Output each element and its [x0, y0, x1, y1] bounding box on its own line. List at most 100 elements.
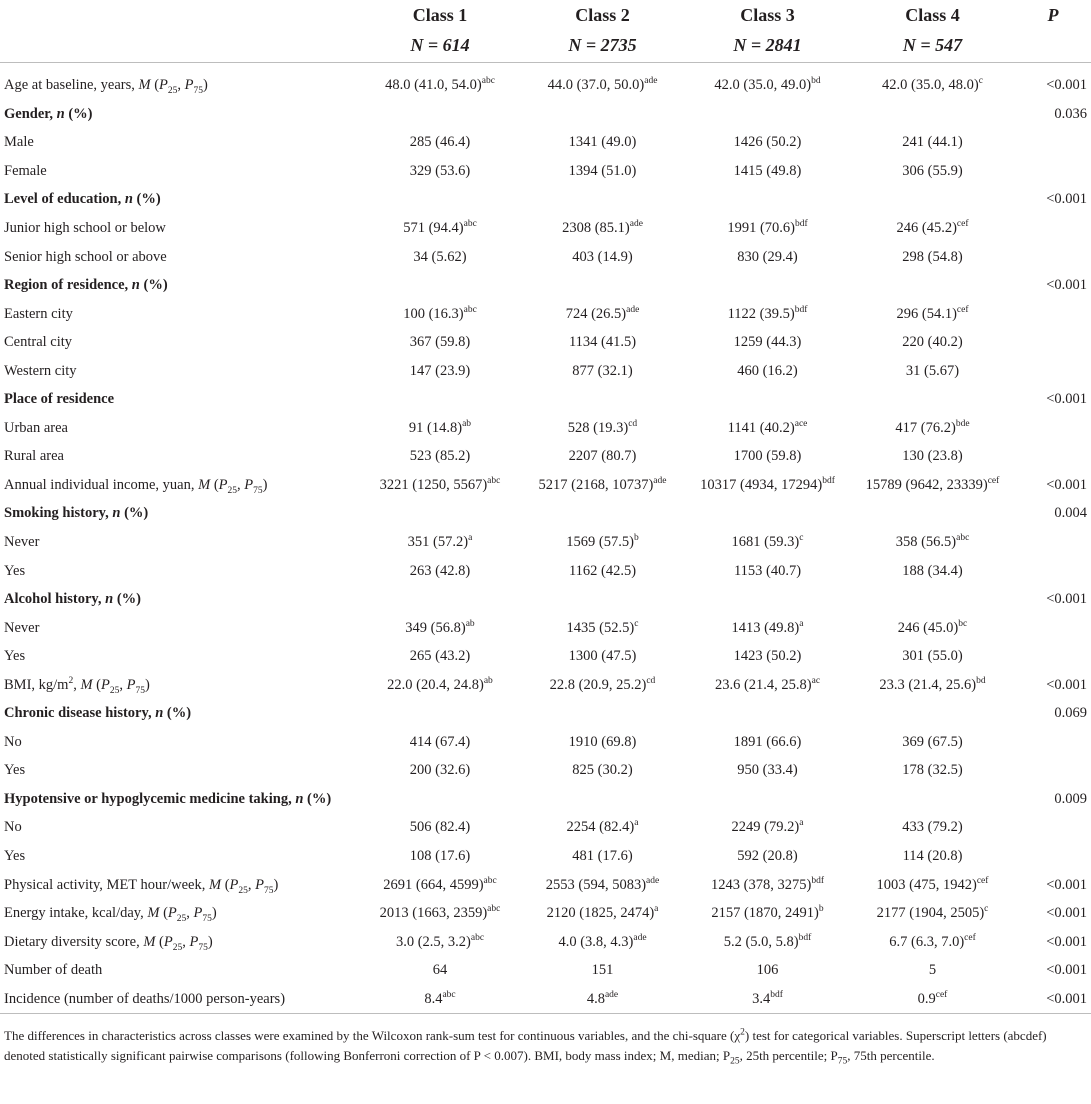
table-body: Age at baseline, years, M (P25, P75) 48.0… [0, 63, 1091, 1014]
row-label: Gender, n (%) [4, 105, 93, 122]
cell-value: 460 (16.2) [737, 362, 798, 379]
cell-class-2: 44.0 (37.0, 50.0)ade [520, 63, 685, 100]
cell-p-value [1015, 442, 1091, 471]
row-label: No [4, 819, 22, 836]
cell-class-3: 1891 (66.6) [685, 728, 850, 757]
cell-value: 433 (79.2) [902, 819, 963, 836]
table-row: Junior high school or below 571 (94.4)abc… [0, 214, 1091, 243]
cell-class-3 [685, 385, 850, 414]
cell-value: 48.0 (41.0, 54.0) [385, 77, 482, 94]
cell-p-value [1015, 842, 1091, 871]
table-section-row: Alcohol history, n (%) <0.001 [0, 585, 1091, 614]
cell-superscript: cef [976, 875, 989, 886]
cell-class-3 [685, 185, 850, 214]
cell-class-2: 2553 (594, 5083)ade [520, 870, 685, 899]
cell-value: 3.0 (2.5, 3.2) [395, 933, 471, 950]
row-label: Number of death [4, 962, 103, 979]
cell-value: 34 (5.62) [413, 248, 467, 265]
table-row: Western city 147 (23.9) 877 (32.1) 460 (16.… [0, 356, 1091, 385]
cell-value: 6.7 (6.3, 7.0) [889, 933, 965, 950]
table-row: Eastern city 100 (16.3)abc 724 (26.5)ade 11… [0, 299, 1091, 328]
cell-superscript: cef [964, 932, 976, 943]
cell-value: 1134 (41.5) [568, 334, 637, 351]
cell-class-1: 265 (43.2) [360, 642, 520, 671]
cell-class-2: 1341 (49.0) [520, 128, 685, 157]
cell-class-1: 571 (94.4)abc [360, 214, 520, 243]
row-label: Rural area [4, 448, 64, 465]
table-container: Class 1 N = 614 Class 2 N = 2735 Class 3 N … [0, 0, 1091, 1066]
cell-value: 298 (54.8) [902, 248, 963, 265]
cell-superscript: abc [463, 219, 477, 230]
cell-value: 301 (55.0) [902, 648, 963, 665]
cell-value: 2207 (80.7) [568, 448, 637, 465]
cell-class-2: 1162 (42.5) [520, 556, 685, 585]
cell-superscript: bd [811, 76, 821, 87]
row-label: Yes [4, 562, 26, 579]
cell-class-2: 528 (19.3)cd [520, 414, 685, 443]
cell-p-value [1015, 128, 1091, 157]
cell-value: 369 (67.5) [902, 733, 963, 750]
cell-class-4: 15789 (9642, 23339)cef [850, 471, 1015, 500]
cell-value: 351 (57.2) [407, 534, 469, 551]
cell-value: 1153 (40.7) [733, 562, 802, 579]
cell-class-3 [685, 785, 850, 814]
cell-class-3 [685, 585, 850, 614]
row-label: Energy intake, kcal/day, M (P25, P75) [4, 905, 217, 925]
cell-class-3 [685, 100, 850, 129]
row-label: Never [4, 619, 40, 636]
table-row: Urban area 91 (14.8)ab 528 (19.3)cd 1141 (4… [0, 414, 1091, 443]
cell-class-3: 1243 (378, 3275)bdf [685, 870, 850, 899]
cell-class-2 [520, 100, 685, 129]
cell-class-4: 306 (55.9) [850, 157, 1015, 186]
table-row: Never 349 (56.8)ab 1435 (52.5)c 1413 (49.8)… [0, 613, 1091, 642]
p-label: P [1047, 5, 1059, 25]
cell-superscript: abc [487, 476, 501, 487]
table-row: Energy intake, kcal/day, M (P25, P75) 201… [0, 899, 1091, 928]
row-label: Yes [4, 648, 26, 665]
cell-class-1: 147 (23.9) [360, 356, 520, 385]
cell-value: 42.0 (35.0, 48.0) [882, 77, 979, 94]
row-label: Never [4, 534, 40, 551]
cell-superscript: cd [628, 419, 638, 429]
cell-value: 1162 (42.5) [568, 562, 637, 579]
cell-value: 2157 (1870, 2491) [711, 905, 819, 922]
cell-value: 296 (54.1) [896, 305, 957, 322]
cell-class-1: 91 (14.8)ab [360, 414, 520, 443]
cell-value: 414 (67.4) [409, 733, 471, 750]
cell-value: 1341 (49.0) [568, 134, 637, 151]
cell-class-2: 2120 (1825, 2474)a [520, 899, 685, 928]
cell-class-3: 1153 (40.7) [685, 556, 850, 585]
row-label: Female [4, 162, 47, 179]
row-label: Incidence (number of deaths/1000 person-… [4, 990, 286, 1007]
cell-superscript: cef [956, 219, 969, 230]
cell-p-value [1015, 328, 1091, 357]
cell-p-value: <0.001 [1046, 876, 1087, 893]
cell-superscript: ade [646, 875, 660, 886]
table-section-row: Place of residence <0.001 [0, 385, 1091, 414]
cell-superscript: a [468, 533, 473, 544]
cell-value: 23.6 (21.4, 25.8) [714, 676, 812, 693]
table-row: Yes 200 (32.6) 825 (30.2) 950 (33.4) 178 (32… [0, 756, 1091, 785]
cell-superscript: cef [935, 989, 948, 1000]
cell-class-2 [520, 699, 685, 728]
class-n: N = 2841 [733, 35, 802, 55]
cell-value: 1435 (52.5) [566, 619, 635, 636]
row-label: Western city [4, 362, 77, 379]
cell-value: 8.4 [424, 990, 443, 1007]
cell-superscript: ade [653, 476, 667, 487]
cell-p-value: <0.001 [1046, 476, 1087, 493]
table-section-row: Gender, n (%) 0.036 [0, 100, 1091, 129]
row-label: Age at baseline, years, M (P25, P75) [4, 77, 208, 97]
cell-class-4: 417 (76.2)bde [850, 414, 1015, 443]
table-row: Female 329 (53.6) 1394 (51.0) 1415 (49.8) 30… [0, 157, 1091, 186]
cell-value: 15789 (9642, 23339) [865, 476, 988, 493]
row-label: Central city [4, 334, 73, 351]
table-section-row: Level of education, n (%) <0.001 [0, 185, 1091, 214]
table-row: Central city 367 (59.8) 1134 (41.5) 1259 (4… [0, 328, 1091, 357]
header-class-3: Class 3 N = 2841 [685, 0, 850, 63]
cell-value: 523 (85.2) [409, 448, 471, 465]
row-label: Senior high school or above [4, 248, 167, 265]
cell-value: 44.0 (37.0, 50.0) [547, 77, 645, 94]
cell-class-1 [360, 185, 520, 214]
cell-class-4: 298 (54.8) [850, 242, 1015, 271]
